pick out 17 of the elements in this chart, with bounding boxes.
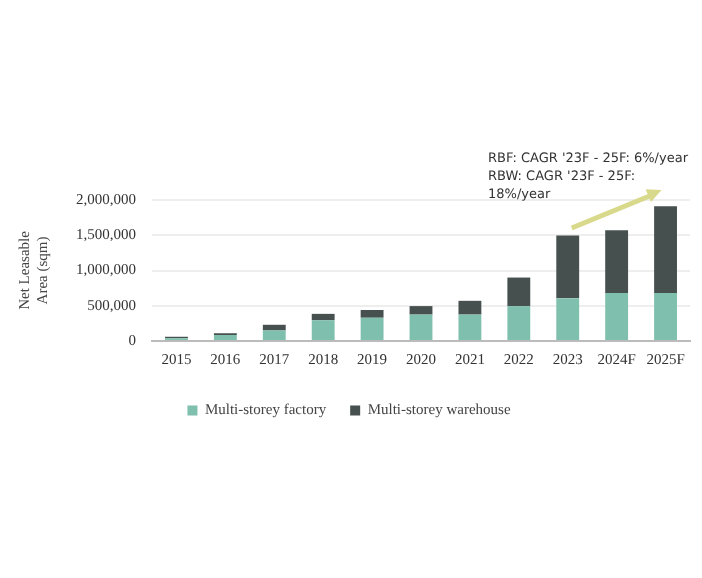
bar xyxy=(605,230,629,294)
bar xyxy=(458,300,482,315)
bar xyxy=(311,313,335,321)
bar xyxy=(360,309,384,318)
bar xyxy=(409,314,433,340)
bar xyxy=(556,298,580,340)
bar xyxy=(409,306,433,315)
bar xyxy=(360,317,384,340)
bar xyxy=(507,306,531,340)
bar xyxy=(262,330,286,340)
bar xyxy=(654,206,677,294)
bar xyxy=(605,293,629,340)
bar xyxy=(556,235,580,299)
bar xyxy=(654,293,677,340)
bar xyxy=(507,277,531,307)
bar xyxy=(311,320,335,340)
bar xyxy=(458,314,482,340)
